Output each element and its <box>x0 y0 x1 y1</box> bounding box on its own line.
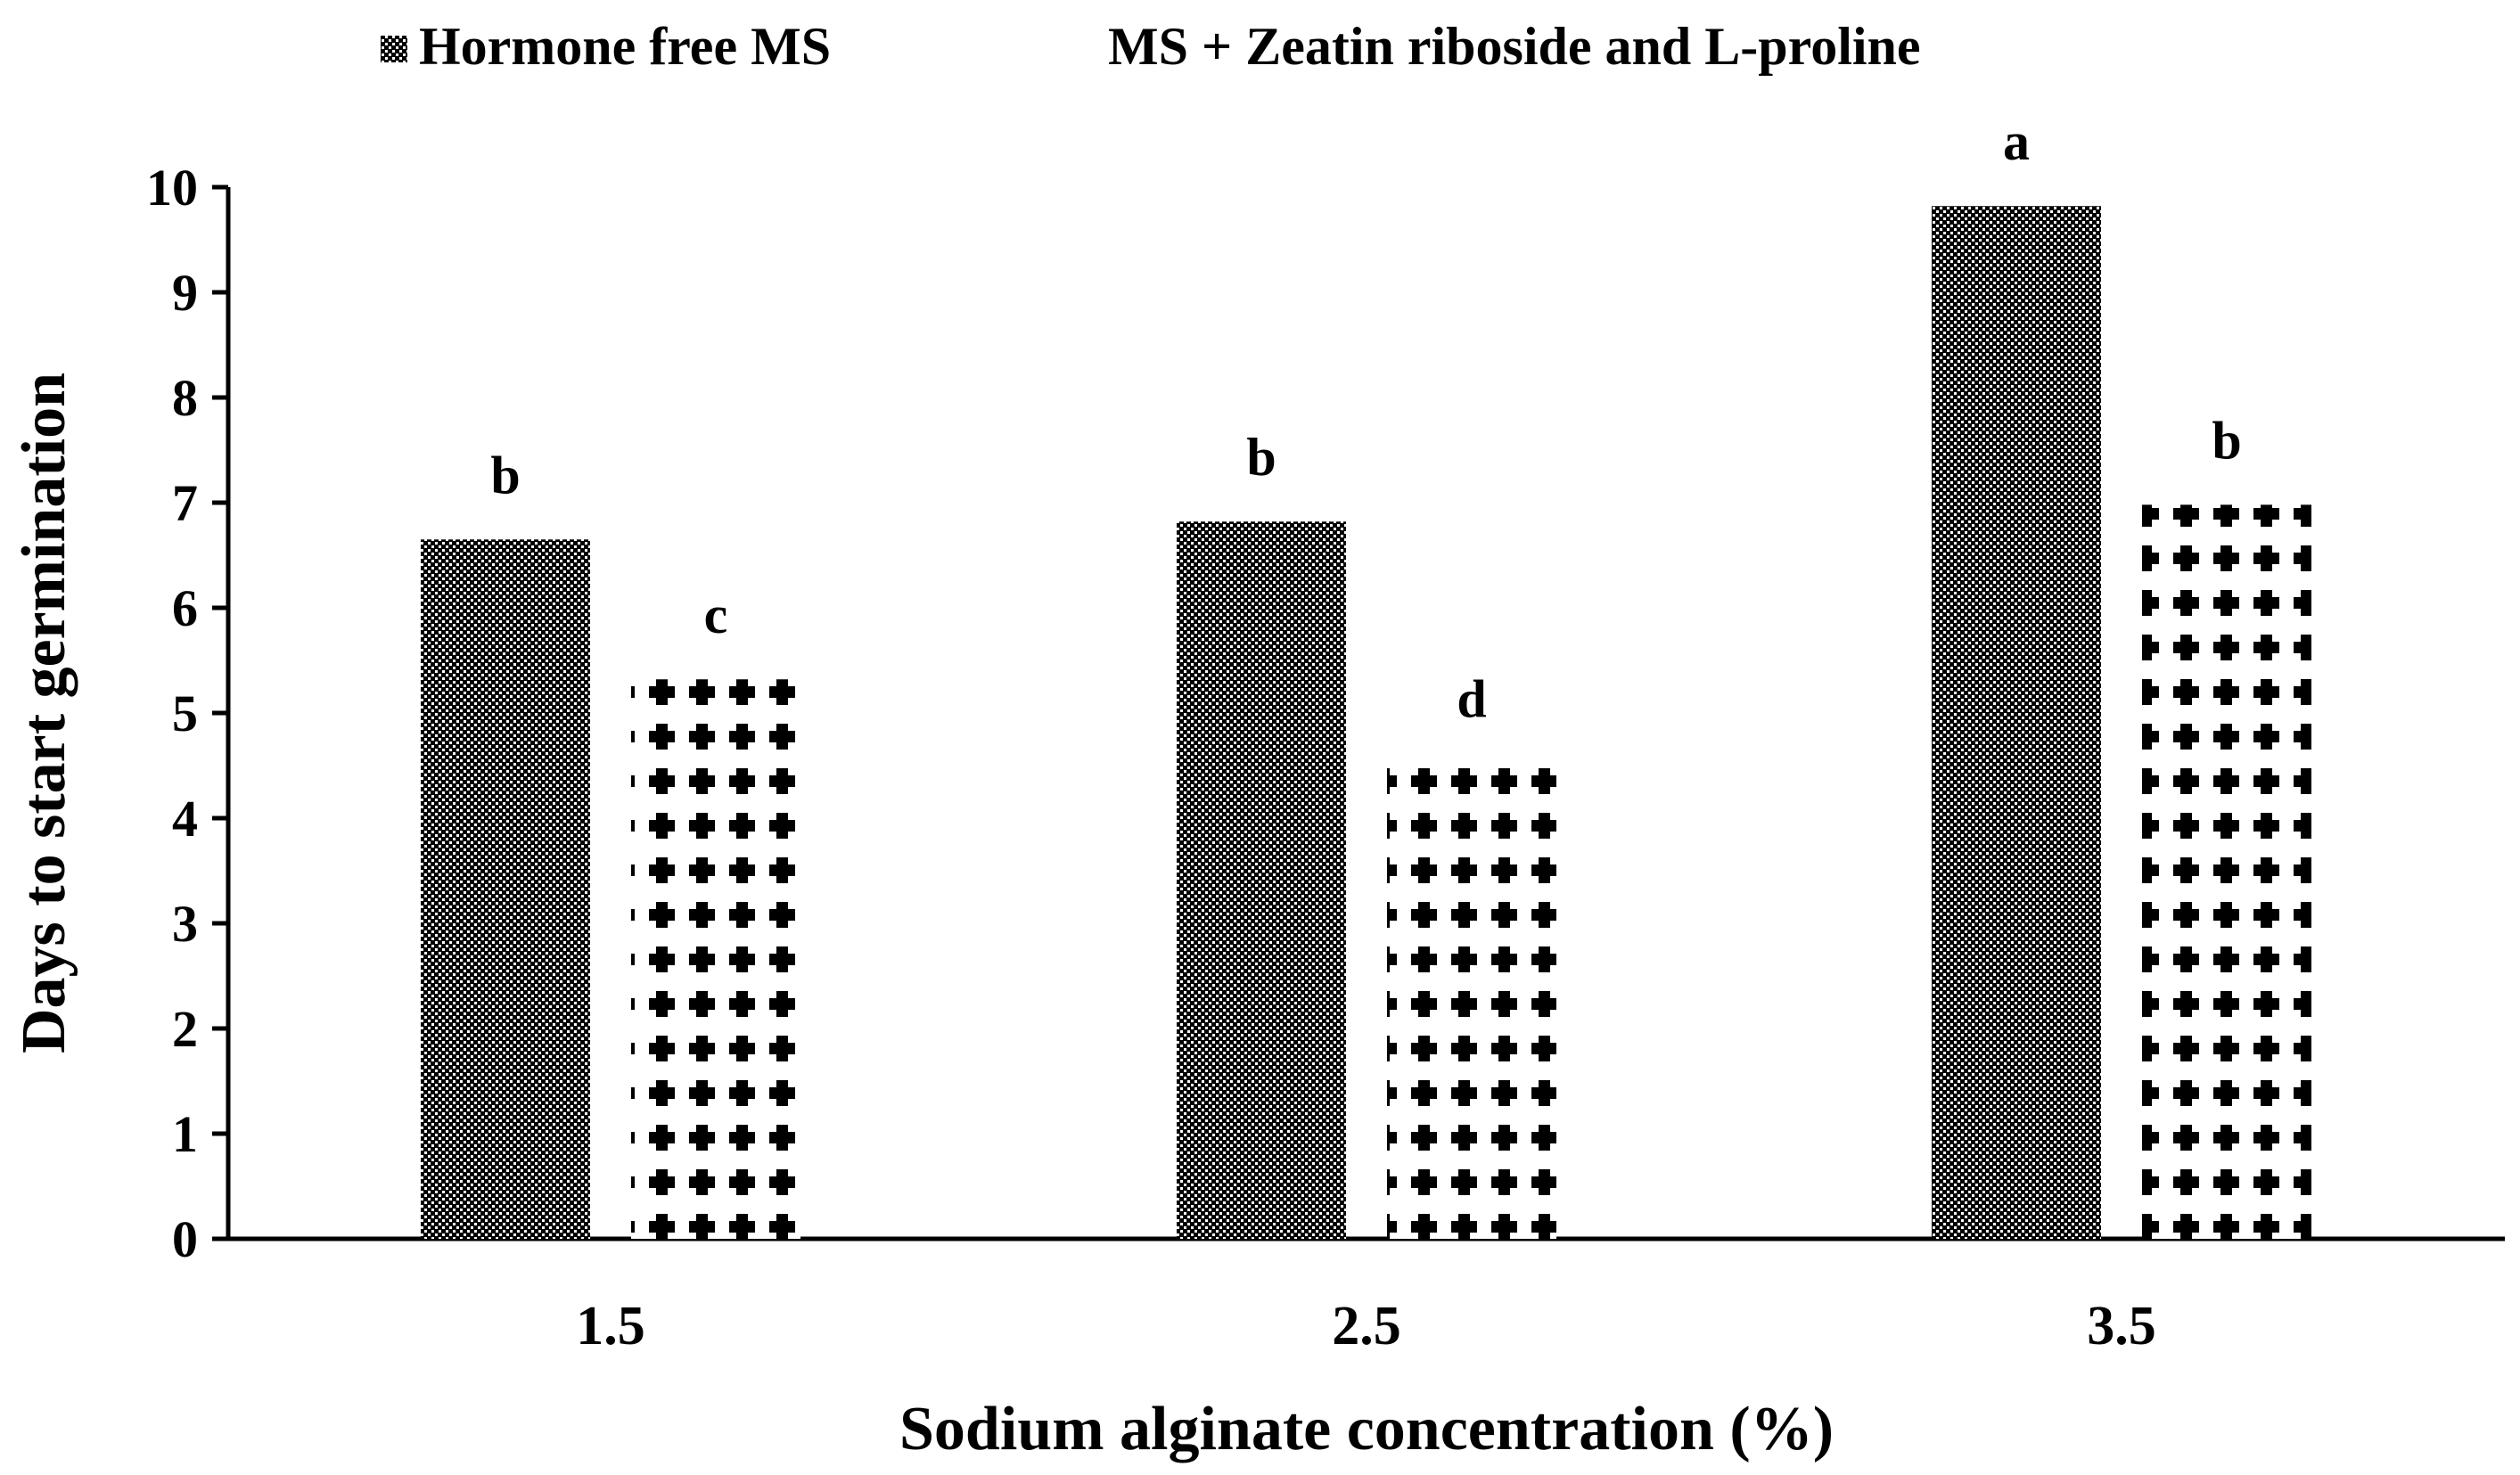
x-tick-label: 2.5 <box>1332 1296 1401 1356</box>
legend-swatch-hormone-free-ms <box>381 36 407 62</box>
bar-series-1-cat-2.5 <box>1177 521 1346 1239</box>
bar-significance-label: d <box>1457 670 1486 729</box>
x-tick-label: 3.5 <box>2087 1296 2156 1356</box>
y-tick-label: 6 <box>172 579 198 637</box>
bar-series-1-cat-1.5 <box>421 539 590 1239</box>
legend-label-ms-zeatin: MS + Zeatin riboside and L-proline <box>1108 17 1921 76</box>
bars <box>421 206 2311 1240</box>
axes: 0 1 2 3 4 5 6 7 8 9 10 <box>146 159 2505 1268</box>
legend-item-hormone-free-ms: Hormone free MS <box>381 17 831 76</box>
y-axis-title: Days to start germination <box>10 373 78 1053</box>
x-axis-title: Sodium alginate concentration (%) <box>899 1395 1834 1463</box>
legend-label-hormone-free-ms: Hormone free MS <box>419 17 831 76</box>
bar-labels: b c b d a b <box>490 112 2241 728</box>
y-tick-label: 2 <box>172 1000 198 1058</box>
bar-significance-label: b <box>1246 428 1276 487</box>
y-tick-label: 10 <box>146 159 198 217</box>
legend-swatch-ms-zeatin <box>1070 36 1096 62</box>
y-tick-label: 7 <box>172 474 198 532</box>
bar-significance-label: b <box>2212 411 2241 470</box>
y-tick-label: 9 <box>172 264 198 322</box>
bar-series-2-cat-1.5 <box>631 679 800 1239</box>
bar-significance-label: c <box>704 586 728 644</box>
x-axis-tick-labels: 1.5 2.5 3.5 <box>576 1296 2156 1356</box>
x-tick-label: 1.5 <box>576 1296 645 1356</box>
y-tick-label: 0 <box>172 1210 198 1268</box>
legend-item-ms-zeatin: MS + Zeatin riboside and L-proline <box>1070 17 1921 76</box>
bar-series-2-cat-2.5 <box>1387 763 1556 1239</box>
y-tick-label: 3 <box>172 895 198 953</box>
y-tick-label: 5 <box>172 684 198 742</box>
y-tick-label: 1 <box>172 1105 198 1163</box>
y-tick-label: 4 <box>172 790 198 848</box>
y-axis-ticks: 0 1 2 3 4 5 6 7 8 9 10 <box>146 159 228 1268</box>
bar-series-1-cat-3.5 <box>1932 206 2101 1240</box>
bar-significance-label: b <box>490 446 520 504</box>
y-tick-label: 8 <box>172 369 198 427</box>
bar-significance-label: a <box>2003 112 2030 171</box>
bar-series-2-cat-3.5 <box>2142 504 2311 1239</box>
legend: Hormone free MS MS + Zeatin riboside and… <box>381 17 1921 76</box>
